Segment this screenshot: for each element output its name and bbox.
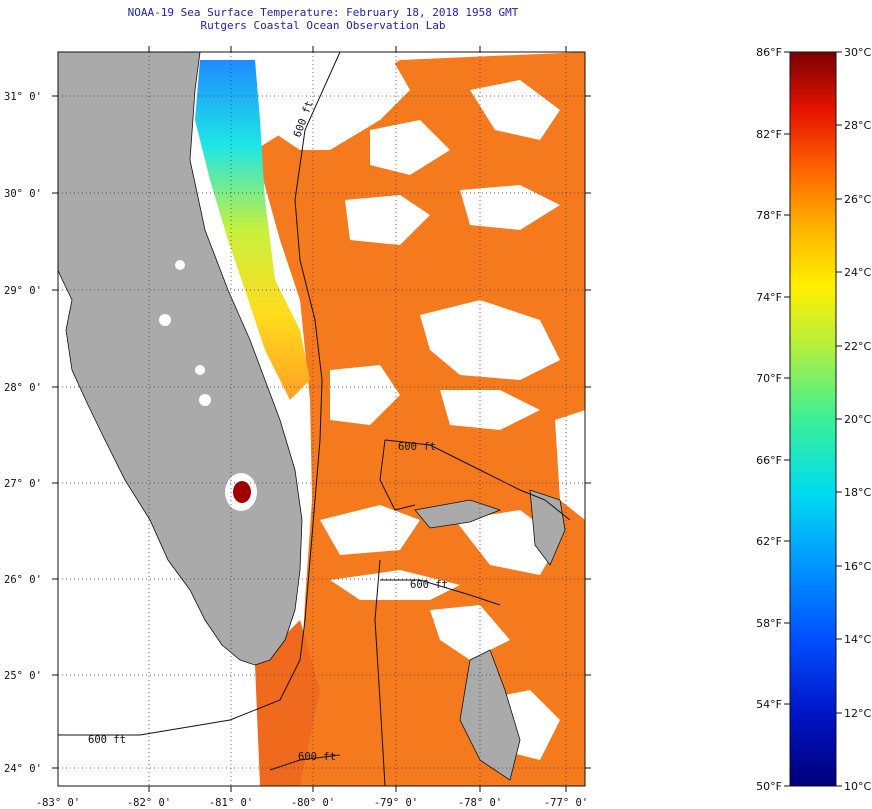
lon-label: -83° 0' bbox=[36, 797, 80, 809]
celsius-label: 16°C bbox=[844, 560, 871, 573]
isobath-contours bbox=[58, 52, 571, 786]
lat-label: 25° 0' bbox=[4, 670, 42, 682]
celsius-label: 14°C bbox=[844, 633, 871, 646]
celsius-label: 26°C bbox=[844, 193, 871, 206]
isobath-label: 600 ft bbox=[410, 579, 448, 591]
fahrenheit-label: 54°F bbox=[756, 698, 782, 711]
lon-label: -82° 0' bbox=[127, 797, 171, 809]
fahrenheit-label: 50°F bbox=[756, 780, 782, 793]
map-subtitle: Rutgers Coastal Ocean Observation Lab bbox=[200, 19, 446, 32]
fahrenheit-label: 74°F bbox=[756, 291, 782, 304]
celsius-label: 12°C bbox=[844, 707, 871, 720]
fahrenheit-label: 86°F bbox=[756, 46, 782, 59]
longitude-labels: -83° 0' -82° 0' -81° 0' -80° 0' -79° 0' … bbox=[36, 797, 588, 809]
celsius-label: 30°C bbox=[844, 46, 871, 59]
lon-label: -80° 0' bbox=[291, 797, 335, 809]
grand-bahama-island bbox=[414, 499, 502, 529]
fahrenheit-label: 58°F bbox=[756, 617, 782, 630]
map-panel: 600 ft 600 ft 600 ft 600 ft 600 ft bbox=[58, 52, 585, 786]
celsius-label: 24°C bbox=[844, 266, 871, 279]
sst-water-region bbox=[255, 52, 585, 786]
colorbar-fahrenheit-labels: 86°F 82°F 78°F 74°F 70°F 66°F 62°F 58°F … bbox=[756, 46, 782, 793]
map-title: NOAA-19 Sea Surface Temperature: Februar… bbox=[127, 6, 519, 19]
coastal-cold-water bbox=[195, 60, 310, 400]
lat-label: 27° 0' bbox=[4, 478, 42, 490]
lon-label: -81° 0' bbox=[209, 797, 253, 809]
florida-landmass bbox=[58, 52, 303, 666]
lat-label: 29° 0' bbox=[4, 285, 42, 297]
celsius-label: 10°C bbox=[844, 780, 871, 793]
lat-label: 28° 0' bbox=[4, 382, 42, 394]
fahrenheit-label: 62°F bbox=[756, 535, 782, 548]
colorbar bbox=[789, 51, 837, 787]
isobath-label: 600 ft bbox=[88, 734, 126, 746]
colorbar-ticks bbox=[784, 51, 842, 787]
lat-label: 31° 0' bbox=[4, 91, 42, 103]
sst-water-region-south bbox=[255, 620, 320, 786]
map-frame bbox=[57, 51, 586, 787]
fahrenheit-label: 66°F bbox=[756, 454, 782, 467]
andros-island bbox=[459, 649, 521, 781]
celsius-label: 28°C bbox=[844, 119, 871, 132]
isobath-label: 600 ft bbox=[298, 751, 336, 763]
lat-label: 30° 0' bbox=[4, 188, 42, 200]
axis-ticks bbox=[52, 46, 591, 792]
lat-label: 26° 0' bbox=[4, 574, 42, 586]
celsius-label: 20°C bbox=[844, 413, 871, 426]
fahrenheit-label: 78°F bbox=[756, 209, 782, 222]
inland-lakes bbox=[159, 260, 211, 406]
colorbar-celsius-labels: 30°C 28°C 26°C 24°C 22°C 20°C 18°C 16°C … bbox=[844, 46, 871, 793]
fahrenheit-label: 70°F bbox=[756, 372, 782, 385]
lake-okeechobee-warm-water bbox=[233, 481, 251, 503]
lon-label: -79° 0' bbox=[374, 797, 418, 809]
lon-label: -77° 0' bbox=[544, 797, 588, 809]
celsius-label: 22°C bbox=[844, 340, 871, 353]
isobath-label: 600 ft bbox=[398, 441, 436, 453]
latitude-labels: 31° 0' 30° 0' 29° 0' 28° 0' 27° 0' 26° 0… bbox=[4, 91, 42, 775]
lon-label: -78° 0' bbox=[458, 797, 502, 809]
fahrenheit-label: 82°F bbox=[756, 128, 782, 141]
lat-label: 24° 0' bbox=[4, 763, 42, 775]
celsius-label: 18°C bbox=[844, 486, 871, 499]
